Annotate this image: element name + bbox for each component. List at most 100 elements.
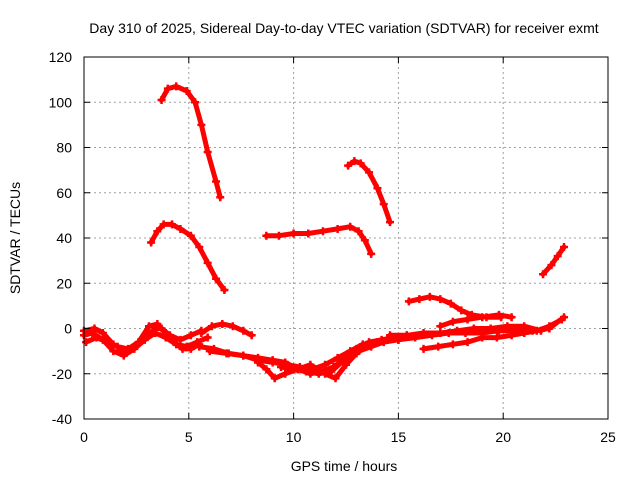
data-point-arc-10-1	[92, 333, 101, 342]
data-point-arc-11-3	[228, 322, 237, 331]
x-tick-label: 15	[391, 429, 407, 445]
data-point-arc-6-5	[457, 306, 466, 315]
data-point-arc-3-5	[333, 224, 342, 233]
x-tick-label: 25	[600, 429, 616, 445]
data-point-arc-13-0	[205, 347, 214, 356]
data-point-arc-4-1	[350, 157, 359, 166]
y-tick-label: 20	[56, 275, 72, 291]
y-tick-label: -40	[52, 411, 72, 427]
data-point-arc-10-7	[153, 319, 162, 328]
data-point-arc-15-7	[365, 338, 374, 347]
data-point-arc-3-8	[360, 236, 369, 245]
data-point-arc-3-6	[346, 222, 355, 231]
data-point-arc-14-3	[281, 369, 290, 378]
data-point-arc-2-0	[147, 238, 156, 247]
x-tick-label: 5	[185, 429, 193, 445]
y-tick-label: 120	[49, 49, 73, 65]
data-point-arc-2-4	[176, 224, 185, 233]
y-tick-label: 80	[56, 140, 72, 156]
y-axis-title: SDTVAR / TECUs	[7, 182, 23, 294]
data-point-arc-4-6	[386, 218, 395, 227]
data-point-arc-11-4	[239, 326, 248, 335]
x-tick-label: 20	[495, 429, 511, 445]
y-tick-label: 100	[49, 94, 73, 110]
data-point-arc-2-5	[186, 231, 195, 240]
data-point-arc-14-5	[306, 360, 315, 369]
data-point-arc-13-1	[222, 349, 231, 358]
data-point-arc-8-1	[90, 324, 99, 333]
data-point-arc-6-1	[415, 295, 424, 304]
data-point-arc-3-7	[354, 227, 363, 236]
data-point-arc-4-3	[365, 168, 374, 177]
y-tick-label: -20	[52, 366, 72, 382]
data-point-arc-2-8	[212, 274, 221, 283]
data-point-arc-4-4	[373, 184, 382, 193]
data-point-arc-1-8	[216, 193, 225, 202]
data-point-arc-13-2	[239, 351, 248, 360]
x-tick-label: 10	[286, 429, 302, 445]
data-point-arc-10-0	[82, 338, 91, 347]
data-point-arc-15-4	[327, 367, 336, 376]
series-trace-arc-5	[540, 244, 567, 277]
data-point-arc-1-4	[191, 98, 200, 107]
y-tick-label: 40	[56, 230, 72, 246]
data-point-arc-1-2	[172, 82, 181, 91]
data-point-arc-18-6	[507, 331, 516, 340]
data-point-arc-7-2	[463, 315, 472, 324]
data-point-arc-6-4	[446, 299, 455, 308]
data-point-arc-1-3	[182, 86, 191, 95]
data-point-arc-17-5	[469, 324, 478, 333]
data-point-arc-3-2	[289, 229, 298, 238]
data-point-arc-18-3	[463, 338, 472, 347]
data-point-arc-4-2	[356, 159, 365, 168]
data-point-arc-6-3	[436, 295, 445, 304]
data-point-arc-10-8	[161, 329, 170, 338]
data-point-arc-4-0	[344, 161, 353, 170]
data-point-arc-5-3	[559, 243, 568, 252]
data-point-arc-11-2	[218, 319, 227, 328]
data-point-arc-3-0	[262, 231, 271, 240]
data-point-arc-10-2	[103, 338, 112, 347]
data-point-arc-15-2	[302, 367, 311, 376]
data-point-arc-10-10	[178, 344, 187, 353]
data-point-arc-10-3	[113, 342, 122, 351]
data-point-arc-18-0	[419, 344, 428, 353]
data-point-arc-9-4	[119, 351, 128, 360]
y-tick-label: 60	[56, 185, 72, 201]
x-axis-title: GPS time / hours	[291, 458, 398, 474]
data-point-arc-2-7	[203, 258, 212, 267]
data-point-arc-5-2	[553, 252, 562, 261]
x-tick-label: 0	[80, 429, 88, 445]
data-point-arc-9-7	[151, 329, 160, 338]
data-point-arc-17-6	[486, 324, 495, 333]
data-point-arc-2-1	[153, 227, 162, 236]
data-point-arc-13-5	[281, 358, 290, 367]
data-point-arc-1-6	[203, 148, 212, 157]
data-point-arc-11-0	[197, 329, 206, 338]
series-trace-arc-1	[159, 83, 223, 200]
data-point-arc-7-0	[436, 322, 445, 331]
data-point-arc-2-6	[195, 243, 204, 252]
data-point-arc-10-6	[144, 322, 153, 331]
data-point-arc-12-10	[333, 353, 342, 362]
data-point-arc-18-10	[557, 315, 566, 324]
series-trace-arc-17	[387, 323, 544, 338]
data-point-arc-2-2	[159, 220, 168, 229]
data-point-arc-8-10	[176, 335, 185, 344]
data-point-arc-15-0	[277, 362, 286, 371]
data-point-arc-10-11	[186, 344, 195, 353]
data-points	[80, 82, 568, 383]
data-point-arc-18-9	[545, 322, 554, 331]
data-point-arc-9-3	[109, 347, 118, 356]
series-trace-arc-2	[148, 221, 227, 293]
data-point-arc-7-4	[495, 310, 504, 319]
data-point-arc-17-2	[419, 329, 428, 338]
data-point-arc-4-5	[379, 200, 388, 209]
data-point-arc-15-5	[339, 356, 348, 365]
data-point-arc-10-5	[134, 338, 143, 347]
data-point-arc-1-1	[163, 84, 172, 93]
data-point-arc-3-3	[304, 229, 313, 238]
data-point-arc-17-8	[520, 322, 529, 331]
data-point-arc-7-5	[507, 313, 516, 322]
data-point-arc-14-1	[262, 365, 271, 374]
